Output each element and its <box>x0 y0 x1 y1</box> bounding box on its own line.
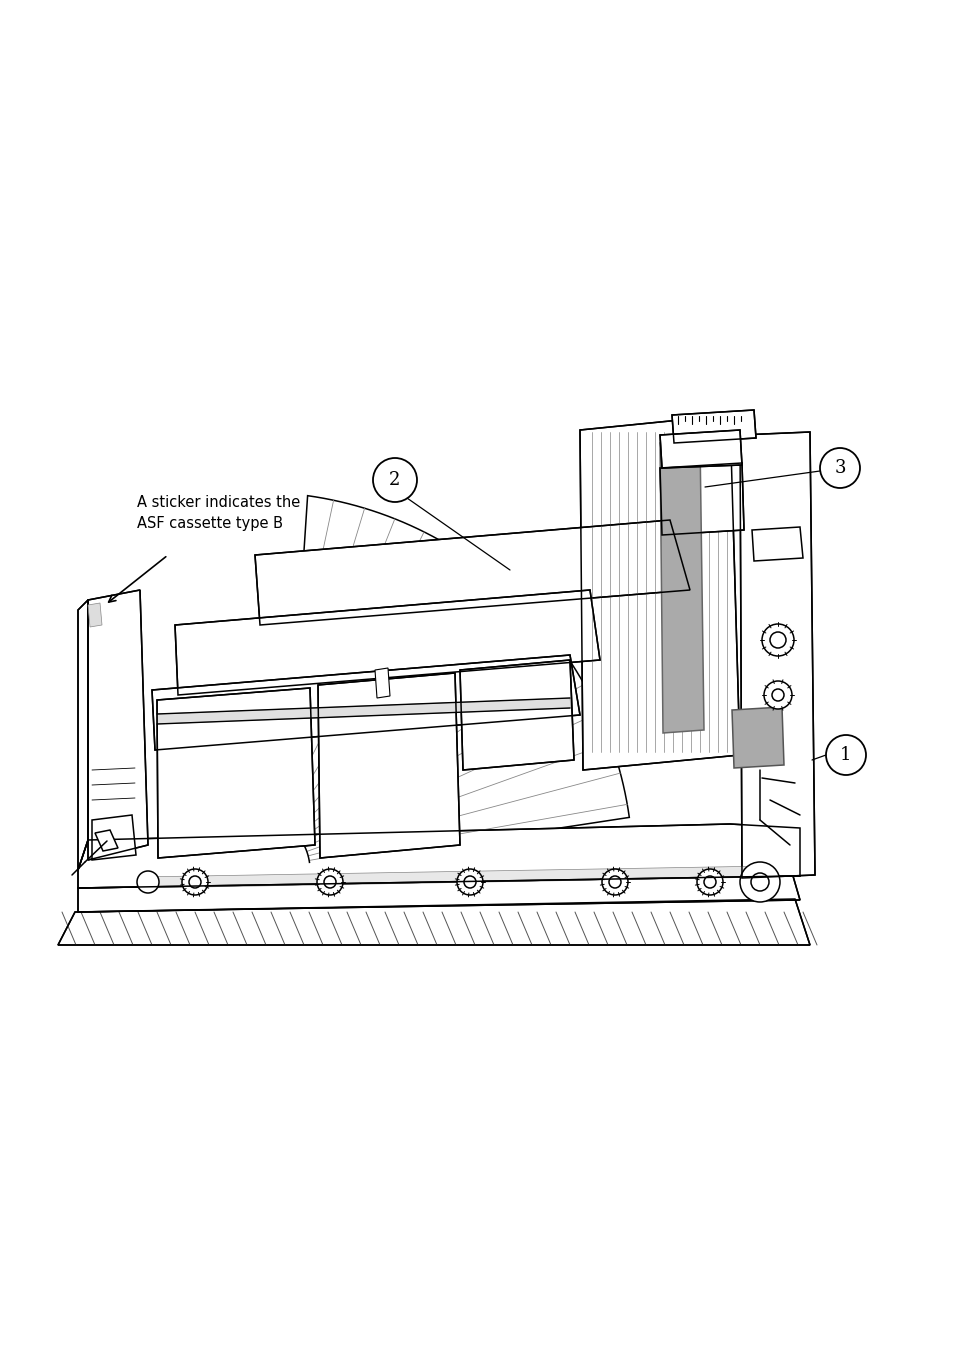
Polygon shape <box>88 590 148 860</box>
Polygon shape <box>659 429 741 468</box>
Polygon shape <box>157 699 571 724</box>
Circle shape <box>137 871 159 892</box>
Polygon shape <box>95 830 118 851</box>
Circle shape <box>703 876 716 888</box>
Polygon shape <box>317 673 459 857</box>
Text: ASF cassette type B: ASF cassette type B <box>137 516 283 532</box>
Circle shape <box>316 870 343 895</box>
Circle shape <box>373 458 416 502</box>
Polygon shape <box>78 876 800 913</box>
Polygon shape <box>459 660 574 770</box>
Polygon shape <box>375 668 390 699</box>
Circle shape <box>761 625 793 656</box>
Polygon shape <box>78 600 88 870</box>
Circle shape <box>182 870 208 895</box>
Text: A sticker indicates the: A sticker indicates the <box>137 495 300 510</box>
Circle shape <box>463 876 476 888</box>
Circle shape <box>324 876 335 888</box>
Circle shape <box>601 870 627 895</box>
Polygon shape <box>751 528 802 561</box>
Circle shape <box>820 448 859 489</box>
Circle shape <box>750 874 768 891</box>
Polygon shape <box>152 656 579 750</box>
Polygon shape <box>731 707 783 769</box>
Polygon shape <box>659 463 743 534</box>
Circle shape <box>456 870 482 895</box>
Text: 3: 3 <box>833 459 845 476</box>
Polygon shape <box>58 899 809 945</box>
Polygon shape <box>78 824 800 888</box>
Circle shape <box>608 876 620 888</box>
Circle shape <box>189 876 201 888</box>
Polygon shape <box>174 590 599 695</box>
Circle shape <box>771 689 783 701</box>
Circle shape <box>697 870 722 895</box>
Polygon shape <box>285 495 629 870</box>
Circle shape <box>825 735 865 775</box>
Polygon shape <box>254 520 689 625</box>
Polygon shape <box>659 440 703 734</box>
Polygon shape <box>671 411 755 443</box>
Circle shape <box>763 681 791 709</box>
Polygon shape <box>740 432 814 878</box>
Circle shape <box>769 633 785 647</box>
Polygon shape <box>91 814 136 860</box>
Polygon shape <box>140 865 771 888</box>
Text: 1: 1 <box>840 746 851 765</box>
Polygon shape <box>88 603 102 627</box>
Text: 2: 2 <box>389 471 400 489</box>
Circle shape <box>740 861 780 902</box>
Polygon shape <box>157 688 314 857</box>
Polygon shape <box>579 415 740 770</box>
